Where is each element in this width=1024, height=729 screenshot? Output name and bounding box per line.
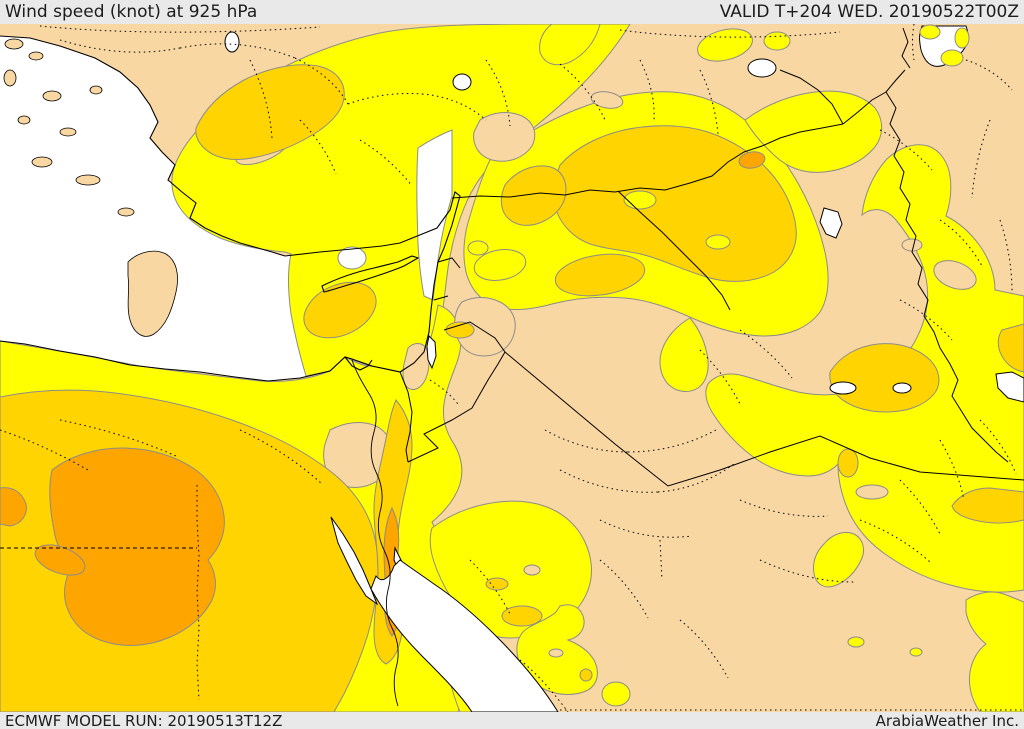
border-turkey-armenia-iran bbox=[779, 27, 911, 125]
water-bodies bbox=[224, 25, 1024, 712]
country-borders bbox=[351, 27, 1024, 707]
coastlines bbox=[0, 35, 461, 382]
model-run-label: ECMWF MODEL RUN: 20190513T12Z bbox=[5, 711, 283, 729]
low-wind-land-patches bbox=[235, 91, 977, 658]
border-iraq-iran bbox=[885, 91, 1009, 463]
weather-map bbox=[0, 24, 1024, 712]
lake-van bbox=[747, 58, 777, 78]
footer-bar: ECMWF MODEL RUN: 20190513T12Z ArabiaWeat… bbox=[0, 712, 1024, 729]
border-jordan-saudi-iraq bbox=[407, 321, 1024, 487]
border-turkey-syria-iraq bbox=[451, 123, 844, 199]
wind-speed-map-canvas bbox=[0, 24, 1024, 712]
cyprus-outline bbox=[321, 255, 420, 293]
red-sea bbox=[370, 559, 559, 712]
border-egypt-israel bbox=[399, 371, 413, 463]
admin-boundaries-dotted bbox=[0, 24, 1024, 712]
header-bar: Wind speed (knot) at 925 hPa VALID T+204… bbox=[0, 0, 1024, 24]
map-title: Wind speed (knot) at 925 hPa bbox=[5, 2, 258, 22]
persian-gulf bbox=[995, 371, 1024, 403]
lake-tharthar bbox=[829, 381, 857, 395]
caspian-coast-wind-spots bbox=[919, 24, 970, 67]
sea-gap-patches bbox=[337, 129, 453, 301]
aegean-islands bbox=[3, 38, 178, 337]
lake-tuz bbox=[452, 73, 472, 91]
gulf-of-suez bbox=[330, 516, 379, 606]
border-syria-iraq bbox=[617, 190, 731, 311]
lake-egirdir bbox=[224, 31, 240, 53]
dead-sea bbox=[426, 334, 437, 370]
lake-urmia bbox=[819, 207, 843, 239]
nile-delta-coast bbox=[344, 356, 373, 371]
nile-river bbox=[351, 359, 399, 707]
valid-time-label: VALID T+204 WED. 20190522T00Z bbox=[719, 2, 1019, 22]
border-lebanon bbox=[433, 257, 461, 301]
brand-label: ArabiaWeather Inc. bbox=[875, 711, 1019, 729]
